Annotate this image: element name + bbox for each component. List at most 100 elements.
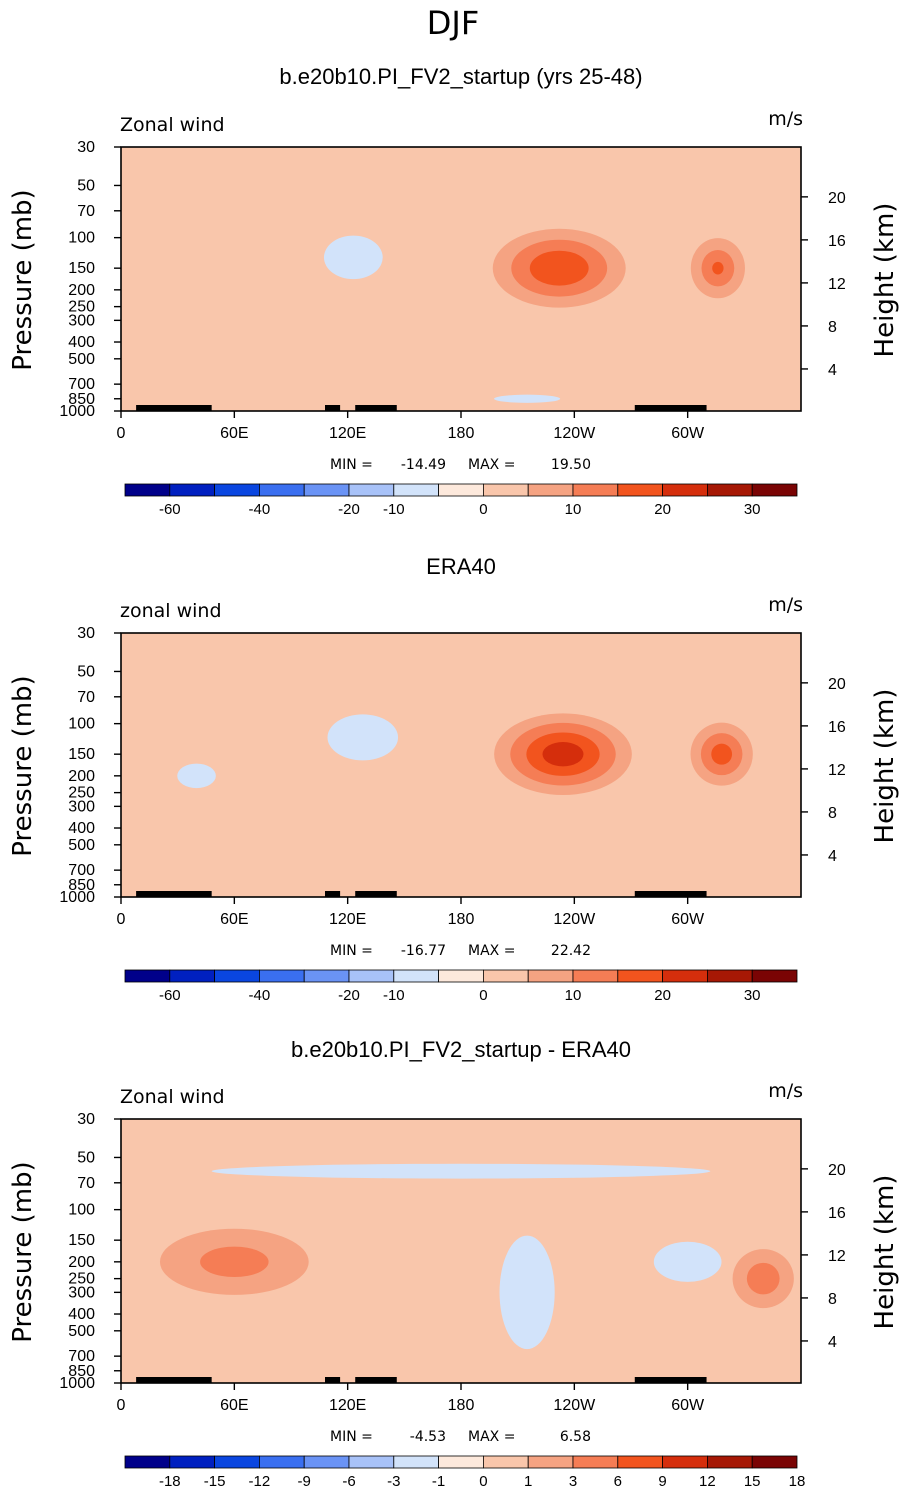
colorbar-label: -20 [338,987,360,1004]
contour-fill [327,714,399,761]
colorbar-box [527,483,574,497]
pressure-tick-label: 850 [68,1363,95,1380]
colorbar-box [214,1455,260,1469]
colorbar-box [707,969,753,983]
pressure-tick-label: 50 [77,177,95,194]
colorbar-label: -12 [249,1473,271,1490]
topography [634,405,707,411]
colorbar-box [482,483,529,497]
colorbar-box [662,969,708,983]
lon-tick-label: 120E [329,1397,366,1414]
stats-min-label: MIN = [330,457,373,473]
contour-fill [746,1262,780,1295]
topography [189,891,206,897]
pressure-tick-label: 850 [68,391,95,408]
colorbar-label: 10 [565,987,582,1004]
colorbar-label: -15 [204,1473,226,1490]
lon-tick-label: 60E [220,425,248,442]
lon-tick-label: 60E [220,1397,248,1414]
colorbar-label: -60 [159,501,181,518]
pressure-tick-label: 250 [68,1271,95,1288]
colorbar-box [258,1455,305,1469]
colorbar-label: -10 [383,501,405,518]
colorbar-box [303,1455,350,1469]
panel-1-ylabel-right: Height (km) [870,203,900,358]
colorbar-label: -1 [432,1473,445,1490]
panel-2: ERA40 zonal wind m/s 3050701001502002503… [8,554,900,1004]
colorbar-label: 20 [654,987,671,1004]
height-tick-label: 16 [828,719,846,736]
colorbar-box [707,1455,753,1469]
lon-tick-label: 120E [329,911,366,928]
topography [325,891,341,897]
colorbar-label: 30 [744,501,761,518]
topography [355,1377,397,1383]
height-tick-label: 20 [828,676,846,693]
colorbar-box [662,1455,708,1469]
height-tick-label: 20 [828,1162,846,1179]
pressure-tick-label: 400 [68,334,95,351]
topography [136,1377,212,1383]
colorbar-box [617,1455,663,1469]
colorbar-box [393,969,439,983]
panel-2-left-string: zonal wind [120,600,222,622]
colorbar-box [124,1455,171,1469]
pressure-tick-label: 50 [77,1149,95,1166]
topography [189,1377,206,1383]
colorbar-label: 30 [744,987,761,1004]
colorbar-box [751,969,798,983]
colorbar-box [527,969,574,983]
pressure-tick-label: 150 [68,260,95,277]
lon-tick-label: 60W [671,1397,705,1414]
panel-3: b.e20b10.PI_FV2_startup - ERA40 Zonal wi… [8,1037,900,1490]
topography [355,405,397,411]
pressure-tick-label: 400 [68,1306,95,1323]
panel-3-ylabel-right: Height (km) [870,1175,900,1330]
pressure-tick-label: 500 [68,837,95,854]
pressure-tick-label: 300 [68,798,95,815]
lon-tick-label: 0 [117,425,126,442]
colorbar-label: 18 [789,1473,806,1490]
colorbar-box [393,483,439,497]
height-tick-label: 20 [828,190,846,207]
pressure-tick-label: 400 [68,820,95,837]
panel-2-units: m/s [768,594,803,616]
height-tick-label: 12 [828,276,846,293]
colorbar-box [438,969,484,983]
height-tick-label: 12 [828,762,846,779]
lon-tick-label: 60W [671,911,705,928]
colorbar-box [348,969,395,983]
lon-tick-label: 120E [329,425,366,442]
pressure-tick-label: 100 [68,716,95,733]
lon-tick-label: 120W [553,1397,596,1414]
height-tick-label: 12 [828,1248,846,1265]
pressure-tick-label: 700 [68,1348,95,1365]
lon-tick-label: 180 [448,1397,475,1414]
colorbar-label: 0 [479,501,487,518]
lon-tick-label: 180 [448,911,475,928]
colorbar-label: 6 [614,1473,622,1490]
colorbar-box [751,483,798,497]
stats-min-value: -4.53 [410,1429,446,1445]
lon-tick-label: 120W [553,911,596,928]
colorbar-box [124,483,171,497]
topography [325,405,341,411]
panel-3-title: b.e20b10.PI_FV2_startup - ERA40 [291,1037,631,1062]
pressure-tick-label: 200 [68,768,95,785]
pressure-tick-label: 700 [68,376,95,393]
pressure-tick-label: 30 [77,625,95,642]
page-title: DJF [427,4,479,42]
colorbar-label: -20 [338,501,360,518]
height-tick-label: 8 [828,1291,837,1308]
lon-tick-label: 60W [671,425,705,442]
topography [634,891,707,897]
pressure-tick-label: 70 [77,689,95,706]
height-tick-label: 8 [828,805,837,822]
colorbar-box [169,969,216,983]
colorbar-label: 12 [699,1473,716,1490]
stats-min-value: -14.49 [401,457,446,473]
colorbar-label: -40 [249,987,271,1004]
topography [189,405,206,411]
stats-max-value: 6.58 [560,1429,591,1445]
panel-2-ylabel: Pressure (mb) [8,675,38,856]
